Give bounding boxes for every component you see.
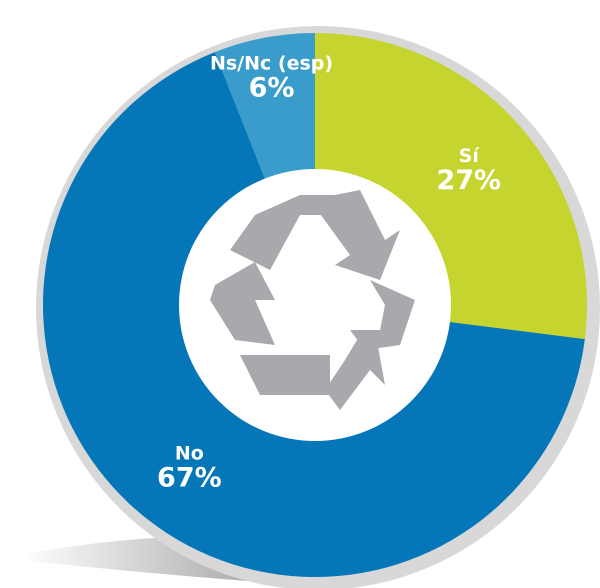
value-label: 6% (249, 73, 295, 104)
recycle-icon (210, 190, 415, 410)
category-label: No (175, 442, 204, 464)
value-label: 67% (157, 462, 222, 493)
category-label: Sí (459, 145, 481, 167)
category-label: Ns/Nc (esp) (210, 53, 333, 75)
value-label: 27% (436, 165, 501, 196)
